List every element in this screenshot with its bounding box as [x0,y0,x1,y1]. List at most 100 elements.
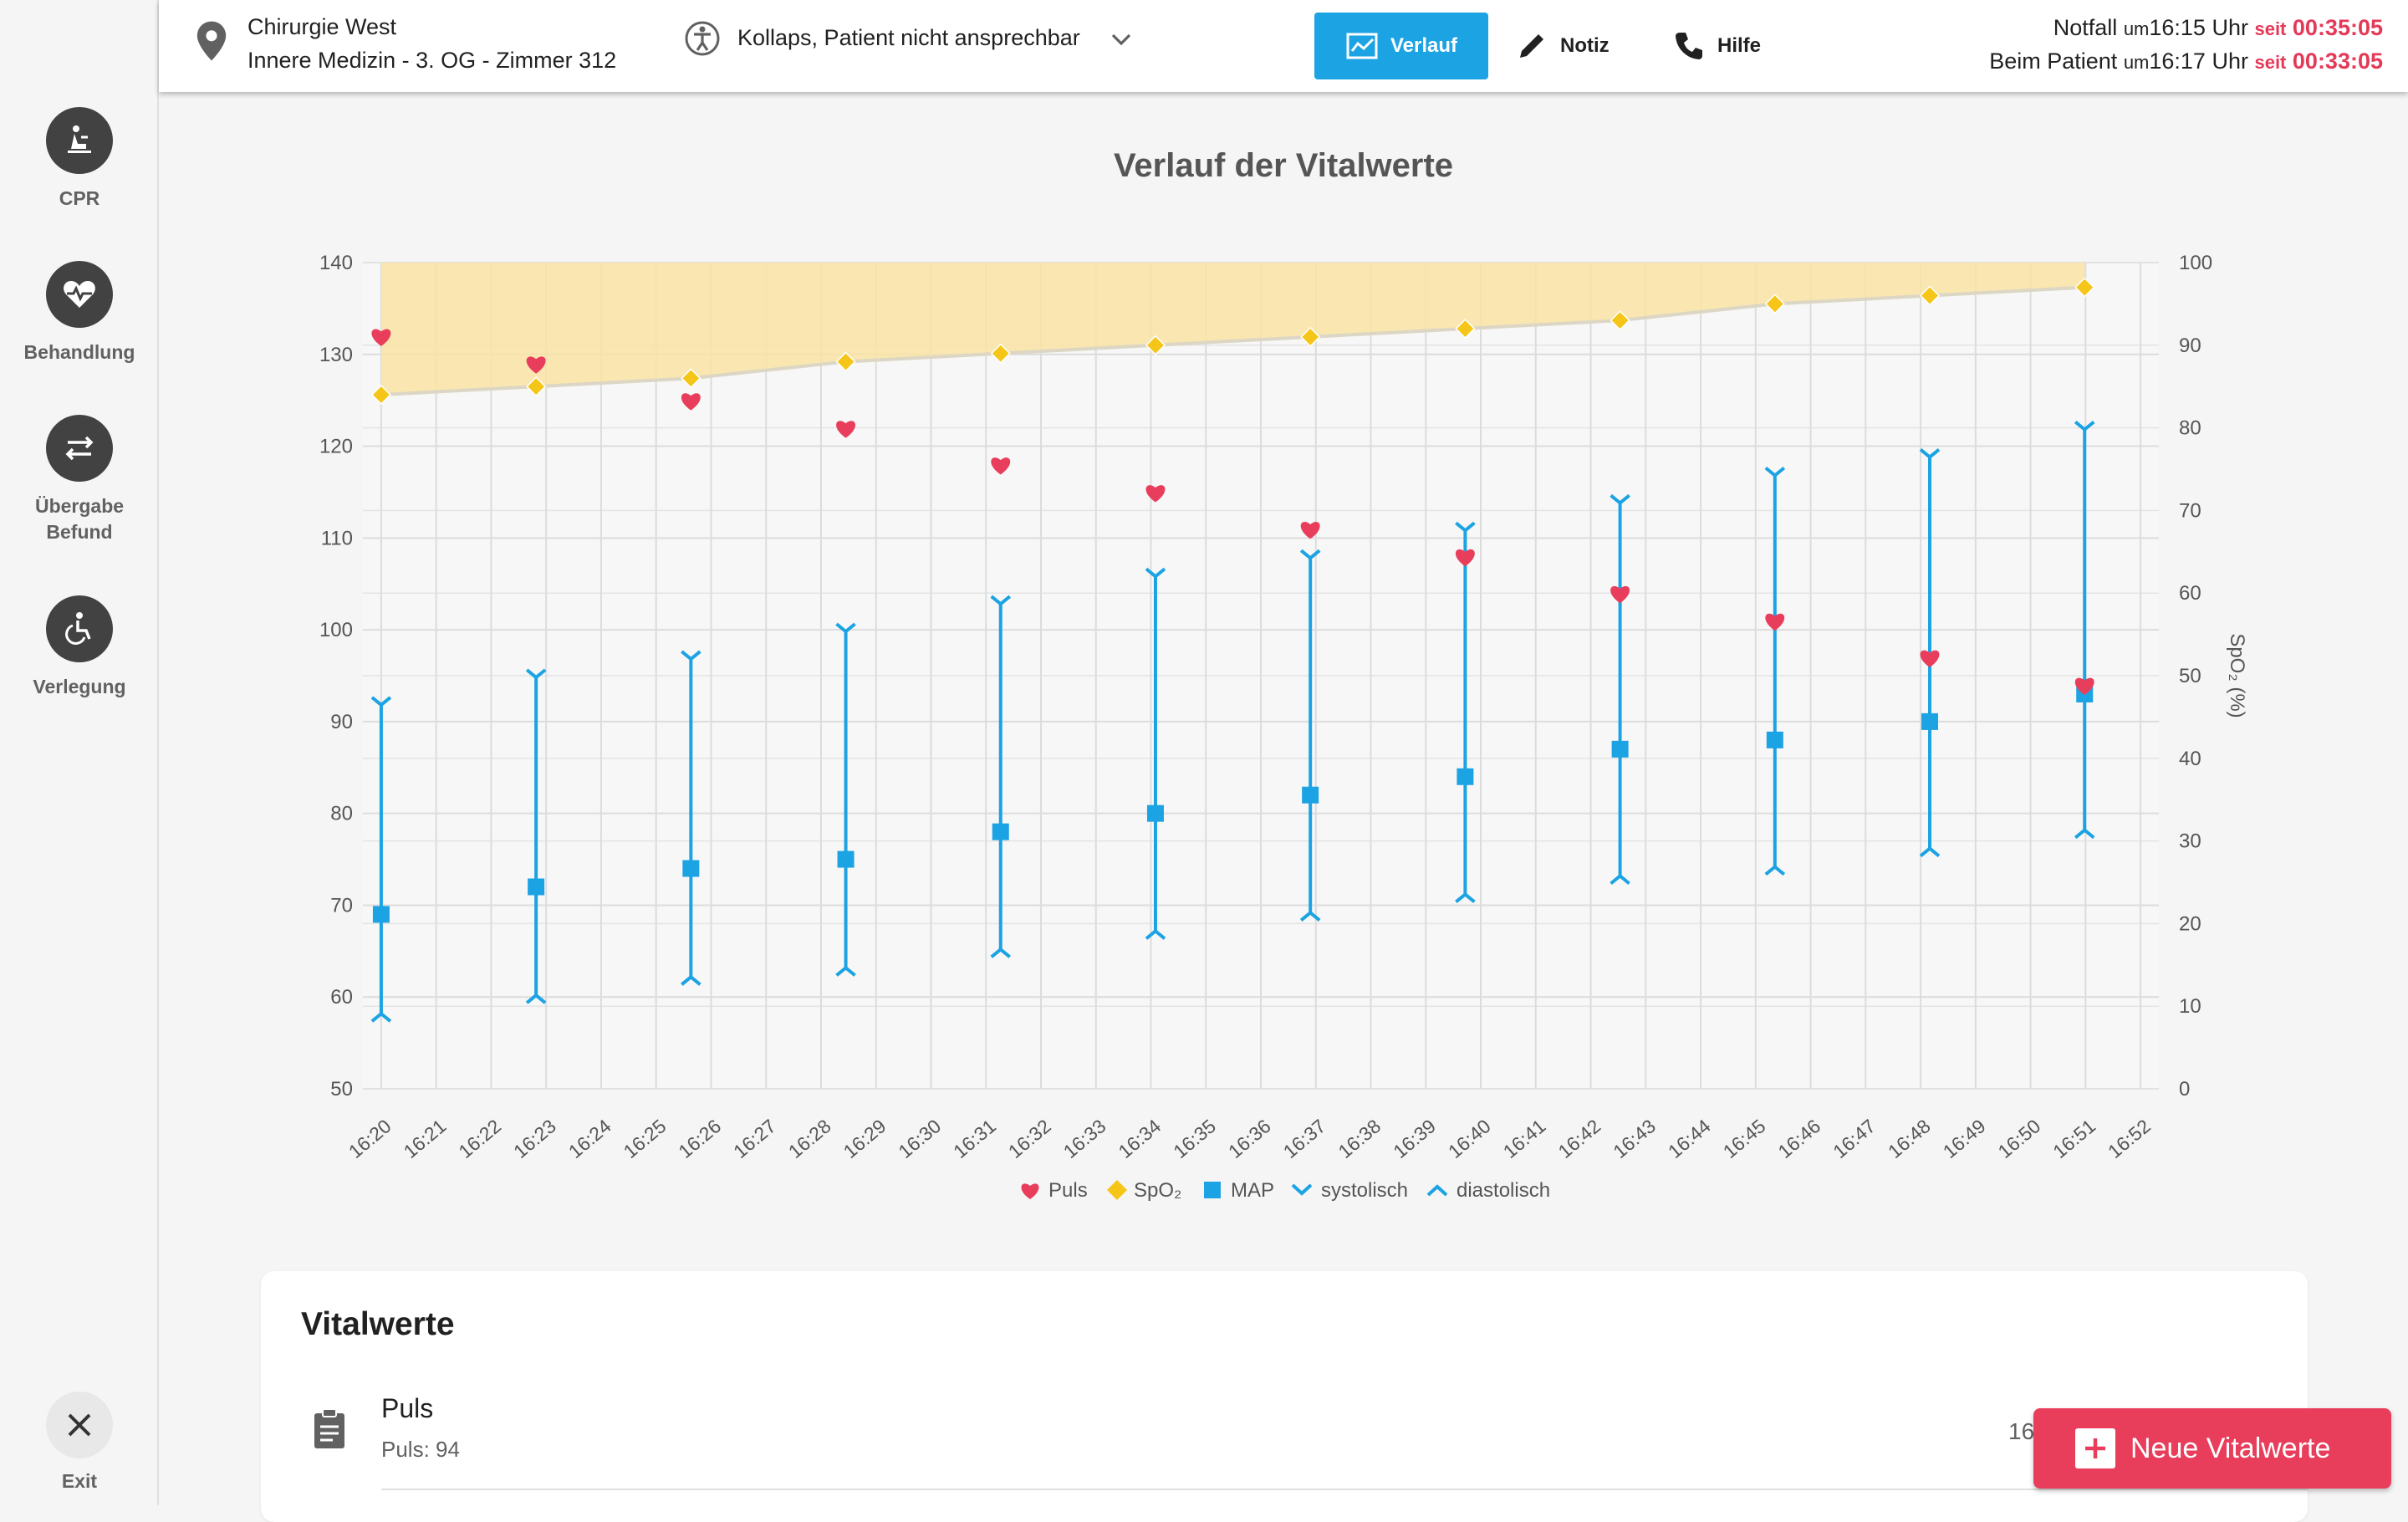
vitals-card-title: Vitalwerte [301,1306,455,1342]
y-right-tick-label: 50 [2179,665,2201,687]
wheelchair-icon [46,595,113,662]
legend-label: diastolisch [1457,1179,1550,1202]
chevron-down-icon[interactable] [1109,27,1134,52]
systolisch-marker [2074,421,2095,432]
vital-row-time: 16 [2008,1418,2035,1444]
chart-icon [1346,33,1378,59]
notiz-button[interactable]: Notiz [1515,13,1610,79]
sidebar-item-label: Verlegung [33,676,126,697]
exit-button[interactable]: Exit [0,1392,159,1494]
verlauf-button[interactable]: Verlauf [1314,13,1488,79]
patient-elapsed: 00:33:05 [2292,49,2383,74]
spo2-point [681,368,701,389]
x-tick-label: 16:38 [1334,1115,1385,1162]
hilfe-button[interactable]: Hilfe [1672,13,1761,79]
x-tick-label: 16:40 [1444,1115,1495,1162]
systolisch-marker [370,696,392,707]
sidebar-item-label: Behandlung [23,341,135,363]
x-tick-label: 16:35 [1169,1115,1220,1162]
x-tick-label: 16:46 [1774,1115,1825,1162]
sidebar-item-cpr[interactable]: CPR [0,107,159,212]
x-tick-label: 16:36 [1224,1115,1275,1162]
verlauf-button-label: Verlauf [1390,34,1458,57]
x-tick-label: 16:33 [1059,1115,1110,1162]
y-left-tick-label: 130 [319,344,353,366]
y-right-tick-label: 60 [2179,582,2201,605]
map-point [837,850,855,868]
legend-map-marker [1204,1182,1221,1198]
neue-vitalwerte-label: Neue Vitalwerte [2130,1432,2331,1464]
map-point [682,860,700,877]
systolisch-marker [525,668,547,680]
y-right-tick-label: 30 [2179,830,2201,853]
cpr-icon [46,107,113,174]
chart-title: Verlauf der Vitalwerte [1113,147,1454,184]
y-right-axis-label: SpO₂ (%) [2226,633,2248,718]
diastolisch-marker [681,974,701,986]
legend-label: systolisch [1321,1179,1408,1202]
sidebar-item-verlegung[interactable]: Verlegung [0,595,159,700]
vitals-card: Vitalwerte Puls Puls: 94 16 [261,1271,2308,1522]
systolisch-marker [1764,466,1786,478]
sidebar: CPR Behandlung Übergabe Befund [0,0,159,1505]
map-point [1611,740,1629,758]
hilfe-button-label: Hilfe [1717,34,1762,57]
y-right-tick-label: 10 [2179,995,2201,1018]
neue-vitalwerte-button[interactable]: Neue Vitalwerte [2033,1408,2391,1489]
map-point [528,878,545,896]
header-bar: Chirurgie West Innere Medizin - 3. OG - … [159,0,2408,92]
x-tick-label: 16:39 [1389,1115,1440,1162]
patient-location: Chirurgie West Innere Medizin - 3. OG - … [247,10,616,77]
x-tick-label: 16:49 [1939,1115,1990,1162]
spo2-area [380,263,2085,396]
map-point [1766,731,1783,748]
systolisch-marker [1455,521,1476,533]
x-tick-label: 16:22 [454,1115,505,1162]
phone-icon [1676,33,1702,59]
diastolisch-marker [1299,910,1321,922]
x-tick-label: 16:27 [729,1115,780,1162]
spo2-point [835,351,856,372]
sidebar-item-behandlung[interactable]: Behandlung [0,261,159,365]
patient-time: Beim Patient um16:17 Uhr seit 00:33:05 [1989,49,2383,74]
systolisch-marker [681,650,701,661]
legend-diastolisch-marker [1426,1184,1448,1197]
sidebar-item-uebergabe-befund[interactable]: Übergabe Befund [0,415,159,545]
x-tick-label: 16:34 [1114,1115,1165,1162]
legend-label: SpO₂ [1134,1179,1181,1202]
sidebar-item-label: CPR [59,187,100,209]
map-point [1146,804,1164,822]
systolisch-marker [990,595,1012,606]
patient-um: um [2123,52,2150,73]
x-tick-label: 16:52 [2104,1115,2155,1162]
diastolisch-marker [2074,828,2095,840]
x-tick-label: 16:31 [949,1115,1000,1162]
puls-point [1300,521,1320,539]
legend-spo2-marker [1107,1180,1127,1200]
map-point [992,823,1009,840]
x-tick-label: 16:26 [674,1115,725,1162]
legend-label: MAP [1231,1179,1274,1202]
x-tick-label: 16:50 [1994,1115,2045,1162]
legend-label: Puls [1048,1179,1088,1202]
y-left-tick-label: 60 [330,986,353,1009]
swap-arrows-icon [46,415,113,482]
x-tick-label: 16:29 [839,1115,890,1162]
y-left-tick-label: 90 [330,711,353,733]
spo2-point [370,385,391,406]
location-line2: Innere Medizin - 3. OG - Zimmer 312 [247,48,617,73]
puls-point [836,421,856,438]
location-pin-icon [196,21,227,61]
puls-point [1610,585,1630,604]
x-tick-label: 16:48 [1884,1115,1935,1162]
map-point [1457,768,1474,785]
spo2-point [1300,326,1321,347]
notiz-button-label: Notiz [1560,34,1610,57]
notfall-time: Notfall um16:15 Uhr seit 00:35:05 [2053,15,2383,41]
case-description: Kollaps, Patient nicht ansprechbar [737,25,1080,50]
x-tick-label: 16:42 [1553,1115,1604,1162]
notfall-clock: 16:15 Uhr [2149,15,2248,40]
notfall-seit: seit [2254,18,2287,39]
patient-collapse-icon [685,21,720,56]
y-right-tick-label: 20 [2179,912,2201,935]
